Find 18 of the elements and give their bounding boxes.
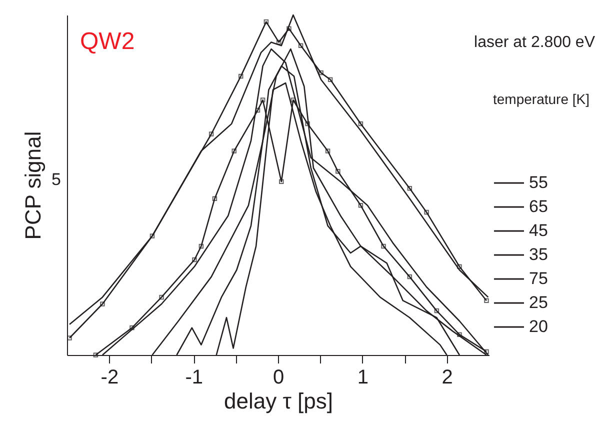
- legend-label: 75: [529, 269, 548, 288]
- legend-label: 25: [529, 293, 548, 312]
- x-tick-label: 0: [272, 366, 284, 388]
- x-tick-label: 1: [357, 366, 368, 388]
- y-axis-title: PCP signal: [20, 131, 46, 240]
- annotation: QW2: [80, 28, 135, 55]
- legend-label: 45: [529, 221, 548, 240]
- legend-title: temperature [K]: [493, 91, 590, 107]
- annotation: laser at 2.800 eV: [474, 34, 596, 51]
- x-tick-label: -1: [185, 366, 203, 388]
- text: 5: [52, 170, 61, 189]
- x-tick-label: -2: [100, 366, 119, 388]
- legend-label: 20: [529, 317, 548, 336]
- x-tick-label: 2: [442, 366, 453, 388]
- legend-label: 65: [529, 197, 548, 216]
- legend-label: 35: [529, 245, 548, 264]
- x-axis-title: delay τ [ps]: [224, 388, 333, 414]
- legend-label: 55: [529, 173, 548, 192]
